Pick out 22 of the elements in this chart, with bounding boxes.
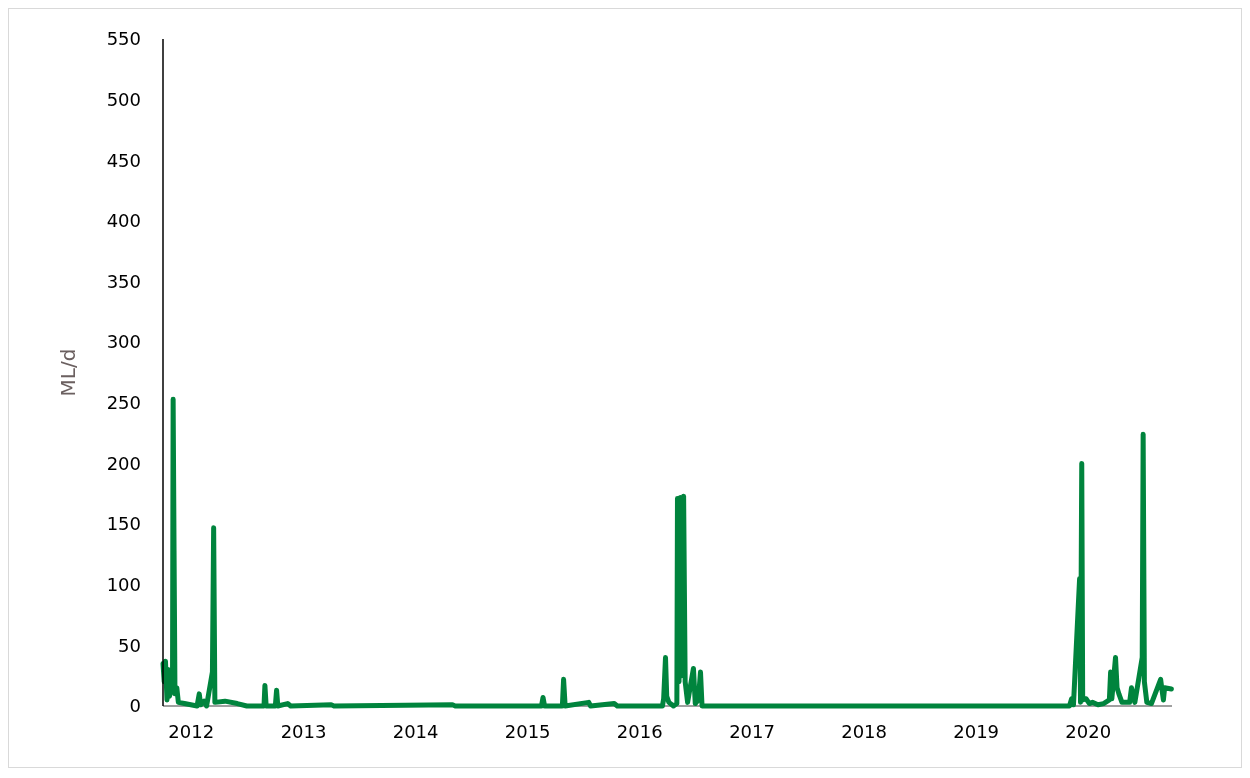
y-axis-title: ML/d: [56, 348, 80, 397]
x-tick-label: 2018: [841, 721, 888, 742]
y-tick-label: 550: [106, 28, 141, 50]
y-tick-label: 400: [106, 210, 141, 232]
x-tick-label: 2017: [729, 721, 775, 742]
y-tick-label: 450: [106, 149, 141, 171]
y-tick-label: 50: [118, 634, 141, 656]
x-tick-label: 2015: [504, 721, 551, 742]
y-tick-label: 0: [129, 695, 141, 717]
x-tick-label: 2019: [953, 721, 1000, 742]
y-tick-label: 100: [106, 574, 141, 596]
x-tick-label: 2014: [392, 721, 439, 742]
y-tick-label: 150: [106, 513, 141, 535]
y-tick-label: 200: [106, 452, 141, 474]
y-tick-label: 300: [106, 331, 141, 353]
x-tick-label: 2016: [616, 721, 663, 742]
x-tick-label: 2020: [1065, 721, 1112, 742]
x-tick-label: 2013: [280, 721, 327, 742]
y-tick-label: 350: [106, 270, 141, 292]
y-tick-label: 250: [106, 392, 141, 414]
y-tick-label: 500: [106, 88, 141, 110]
x-tick-label: 2012: [168, 721, 215, 742]
